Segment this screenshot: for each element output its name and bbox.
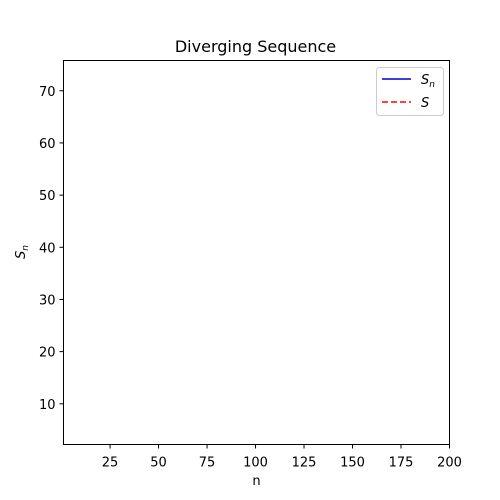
y-tick-label: 50 <box>39 189 56 204</box>
legend: Sn S <box>376 67 444 116</box>
x-tick-label: 200 <box>437 456 462 471</box>
y-tick-label: 10 <box>39 398 56 413</box>
x-tick-label: 150 <box>340 456 365 471</box>
y-axis-label: Sn <box>14 245 31 259</box>
x-tick-label: 25 <box>102 456 119 471</box>
x-tick-label: 175 <box>389 456 414 471</box>
legend-label-sn-subscript: n <box>429 80 435 90</box>
legend-label-s: S <box>421 96 429 111</box>
y-axis-label-subscript: n <box>21 245 31 251</box>
x-axis: 25 50 75 100 125 150 175 200 <box>102 444 462 471</box>
y-axis-label-main: S <box>14 251 29 259</box>
y-tick-label: 20 <box>39 346 56 361</box>
plot-area-frame <box>63 60 450 445</box>
y-tick-label: 60 <box>39 137 56 152</box>
x-tick-label: 100 <box>243 456 268 471</box>
legend-label-sn: Sn <box>421 73 435 90</box>
x-tick-label: 125 <box>292 456 317 471</box>
y-tick-label: 30 <box>39 293 56 308</box>
y-tick-label: 40 <box>39 241 56 256</box>
legend-box <box>376 67 444 116</box>
y-axis: 10 20 30 40 50 60 70 <box>39 85 64 413</box>
x-tick-label: 75 <box>199 456 216 471</box>
y-tick-label: 70 <box>39 85 56 100</box>
x-axis-label: n <box>252 474 260 489</box>
chart-title: Diverging Sequence <box>175 37 336 56</box>
x-tick-label: 50 <box>150 456 167 471</box>
legend-label-sn-main: S <box>421 73 429 88</box>
